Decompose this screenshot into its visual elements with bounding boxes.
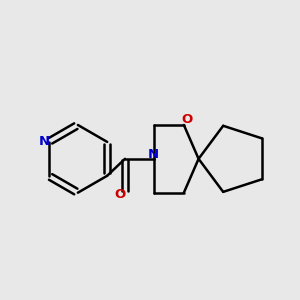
Text: O: O <box>181 113 192 126</box>
Text: O: O <box>115 188 126 201</box>
Text: N: N <box>148 148 159 160</box>
Text: N: N <box>39 134 50 148</box>
